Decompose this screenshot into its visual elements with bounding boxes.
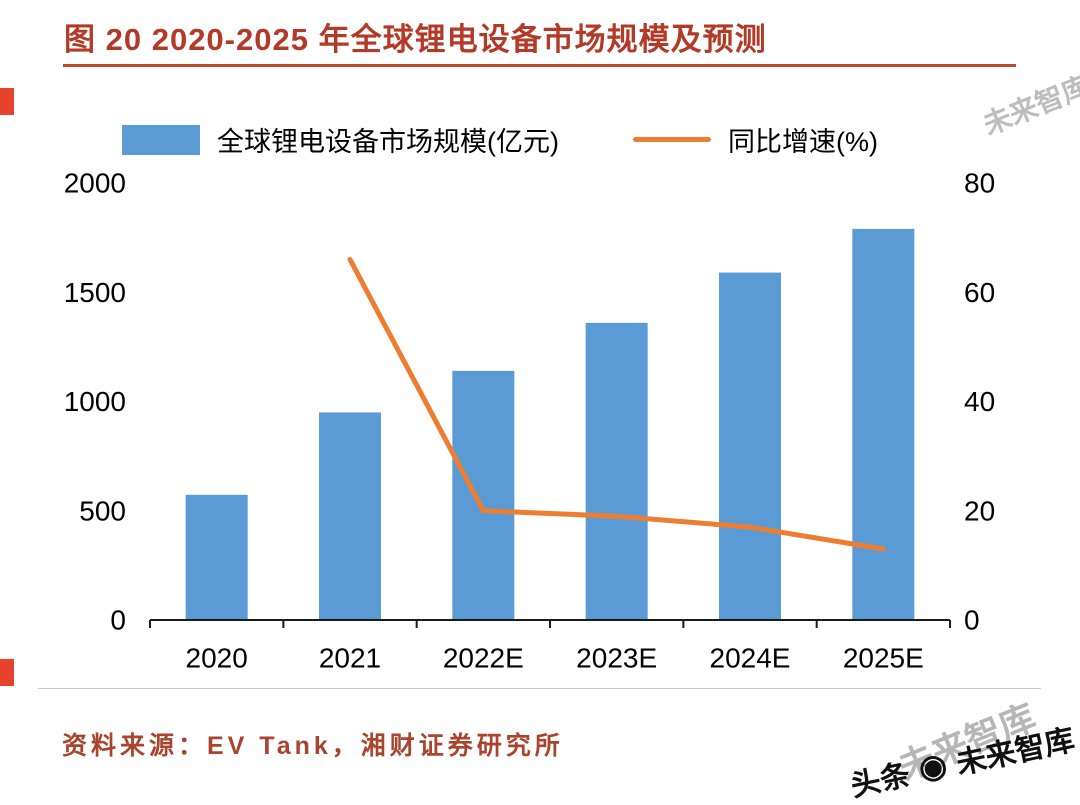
svg-text:2022E: 2022E: [443, 643, 524, 674]
combo-bar-line-chart: 0 500 1000 1500 2000 0 20 40 60 80 2020 2021 2022E 20…: [64, 170, 995, 674]
watermark-brand: 头条: [847, 758, 914, 804]
svg-text:1000: 1000: [64, 386, 126, 417]
page-edge-mark-bottom: [0, 659, 14, 686]
svg-text:2025E: 2025E: [843, 643, 924, 674]
bar-legend-swatch: [122, 124, 200, 155]
svg-text:2000: 2000: [64, 170, 126, 199]
chart-legend: 全球锂电设备市场规模(亿元) 同比增速(%): [122, 120, 878, 159]
compass-logo-icon: ◉: [915, 745, 951, 787]
watermark-ghost-top: 未来智库: [978, 70, 1080, 141]
source-note: 资料来源：EV Tank，湘财证券研究所: [62, 732, 564, 760]
footer-divider: [38, 688, 1041, 689]
page-edge-mark-top: [0, 88, 14, 115]
svg-text:2021: 2021: [319, 643, 381, 674]
svg-text:20: 20: [964, 495, 995, 526]
svg-text:0: 0: [110, 605, 126, 636]
line-legend-swatch: [632, 137, 711, 142]
svg-text:2024E: 2024E: [710, 643, 791, 674]
bar-legend-label: 全球锂电设备市场规模(亿元): [217, 127, 559, 157]
figure-title: 图 20 2020-2025 年全球锂电设备市场规模及预测: [64, 22, 767, 57]
svg-text:500: 500: [79, 495, 126, 526]
svg-text:40: 40: [964, 386, 995, 417]
line-legend-label: 同比增速(%): [727, 127, 878, 157]
legend-item-bar: 全球锂电设备市场规模(亿元): [122, 120, 559, 159]
svg-text:2023E: 2023E: [576, 643, 657, 674]
svg-text:60: 60: [964, 277, 995, 308]
svg-text:80: 80: [964, 170, 995, 199]
svg-text:0: 0: [964, 605, 980, 636]
legend-item-line: 同比增速(%): [632, 120, 878, 159]
title-divider: [63, 64, 1016, 67]
svg-text:1500: 1500: [64, 277, 126, 308]
svg-text:2020: 2020: [186, 643, 248, 674]
